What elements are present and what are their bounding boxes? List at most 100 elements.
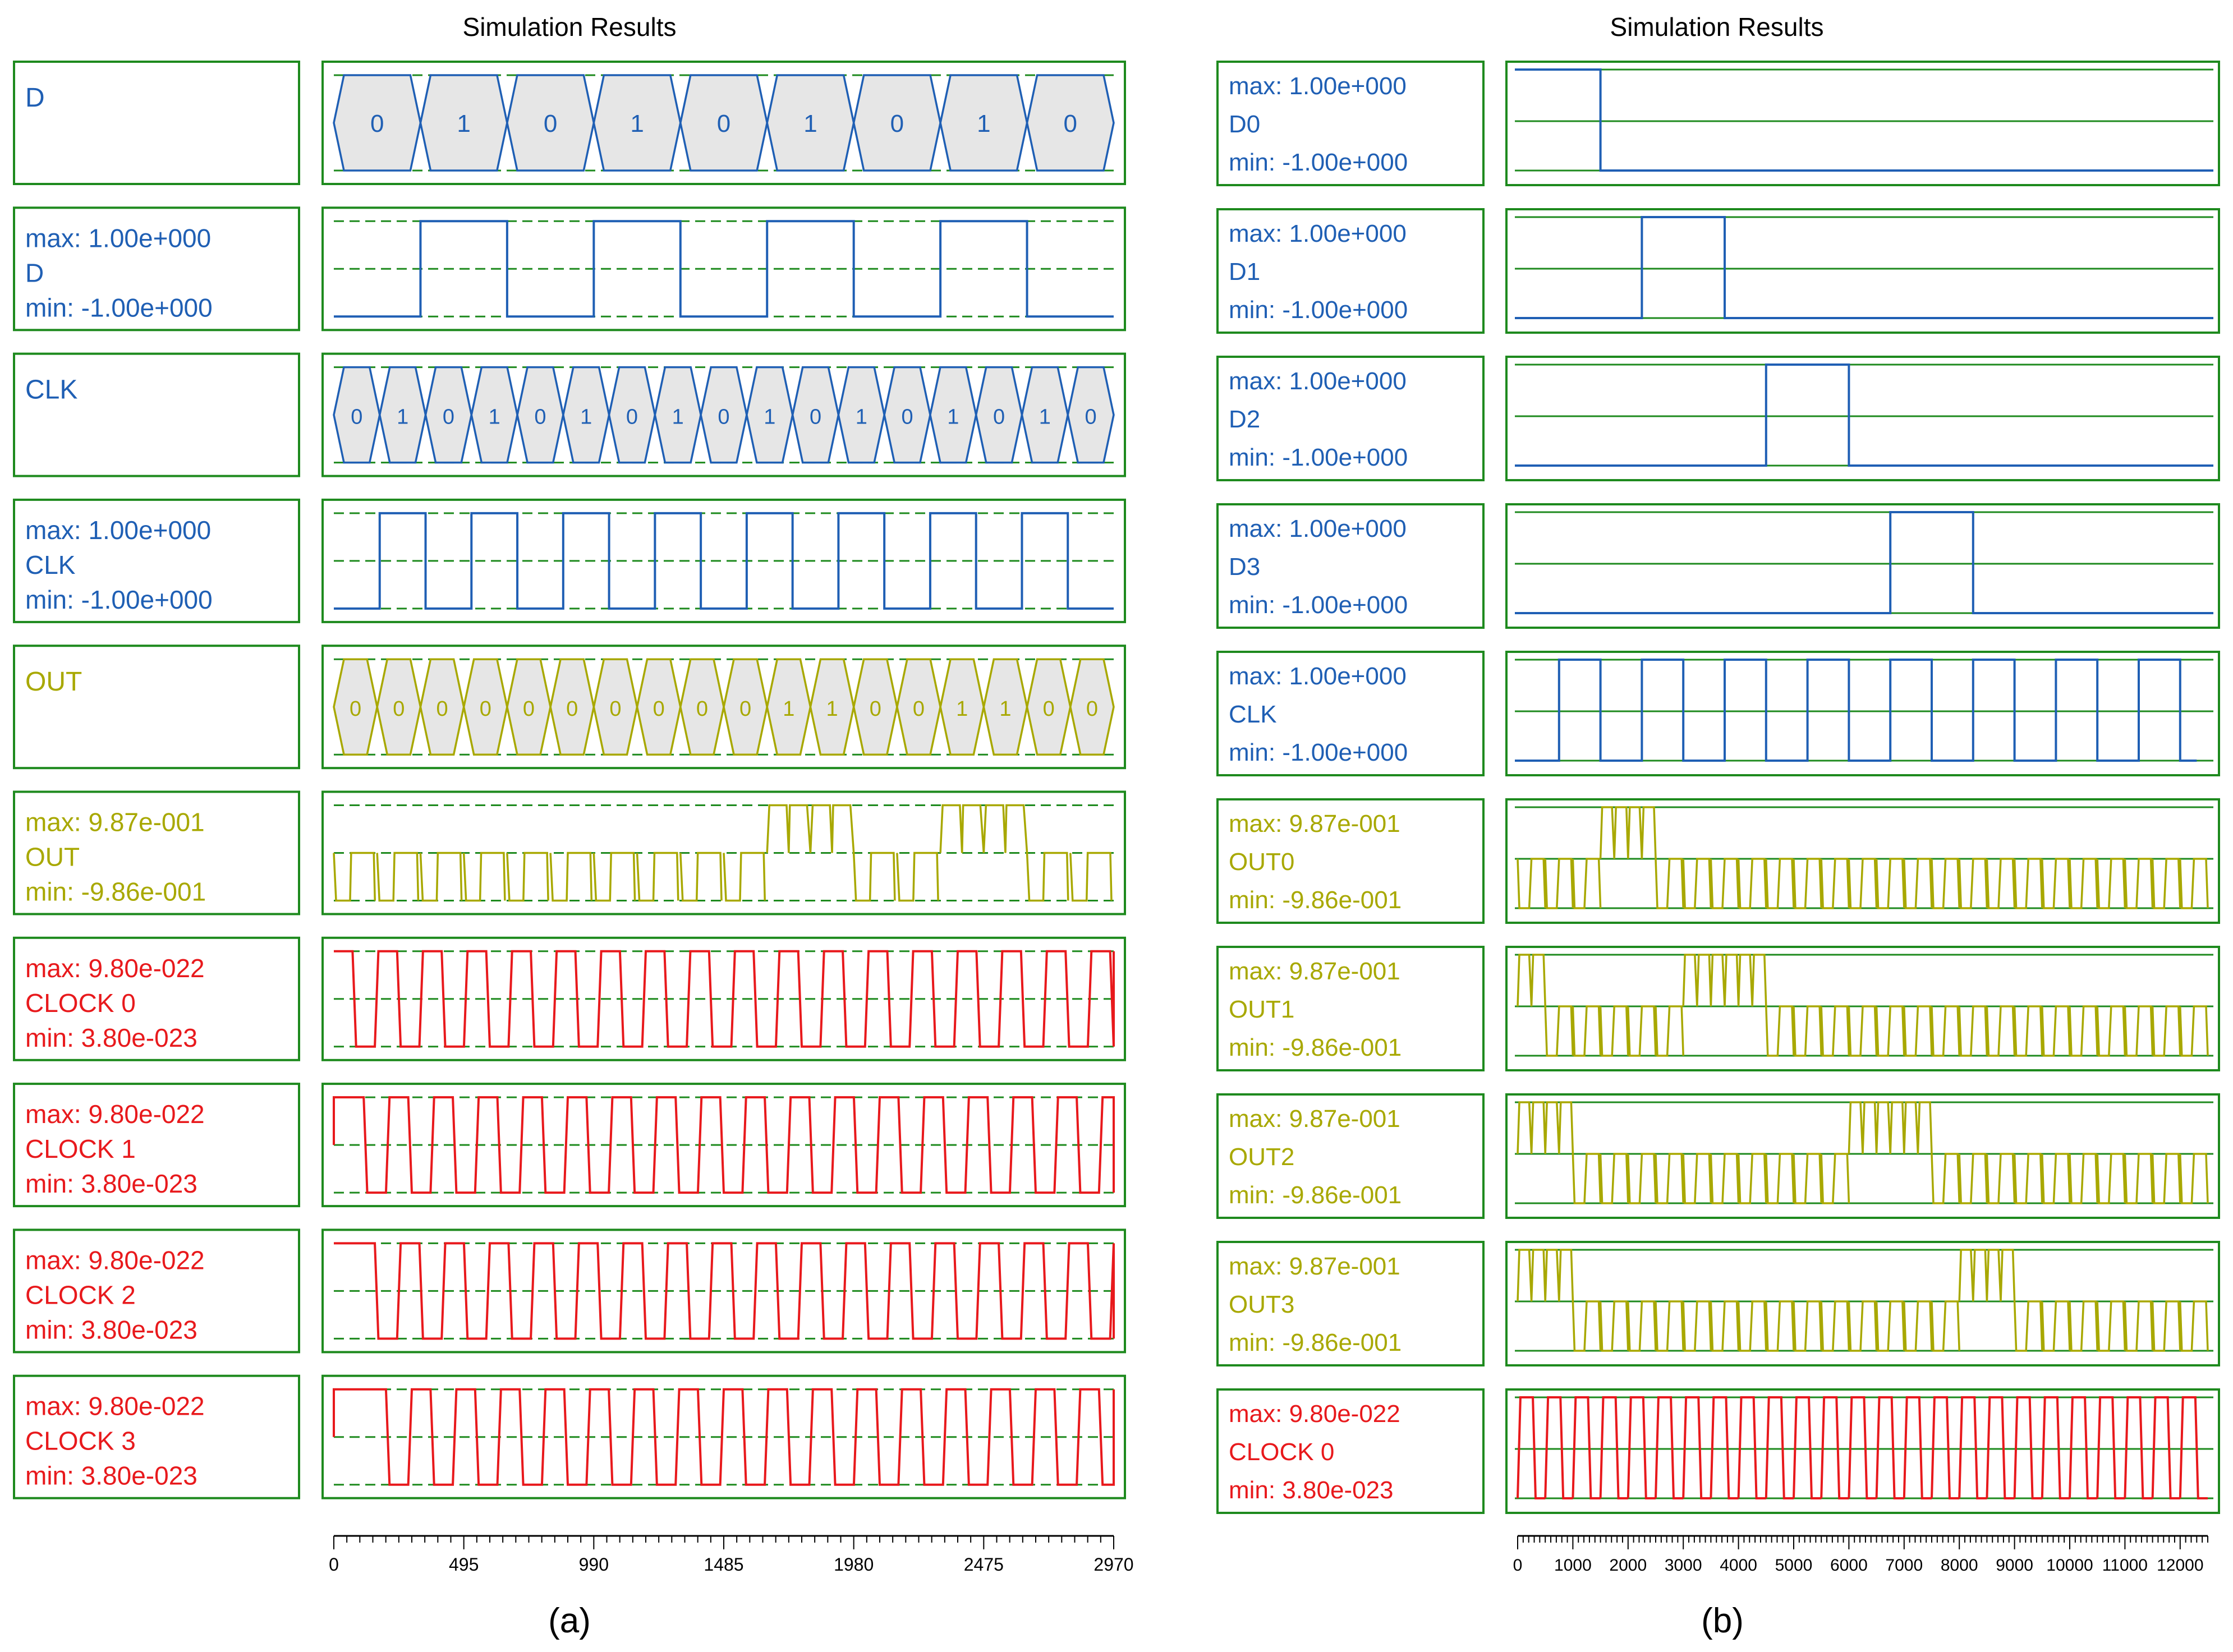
wave-box [321,206,1126,332]
bus-value: 0 [913,697,925,721]
wave-box [1505,651,2220,776]
min-label: min: -1.00e+000 [1229,444,1408,471]
signal-name: OUT1 [1229,996,1294,1023]
max-label: max: 1.00e+000 [1229,662,1407,690]
axis-tick-label: 2000 [1609,1556,1647,1575]
bus-value: 1 [580,406,592,429]
analog-trace [1517,954,2209,1057]
max-label: max: 9.87e-001 [1229,1253,1400,1280]
label-box [13,1374,300,1499]
min-label: min: -1.00e+000 [1229,149,1408,176]
panel-a-row-3: CLK 0 1 0 1 0 1 0 1 0 1 0 1 0 1 0 1 0 [13,352,1126,477]
panel-a-row-9: max: 9.80e-022 CLOCK 2 min: 3.80e-023 [13,1228,1126,1354]
clock-trace [334,1242,1115,1340]
axis-tick-label: 0 [329,1554,339,1575]
wave-box [321,936,1126,1061]
label-box [1216,1241,1485,1366]
signal-name: OUT [25,843,80,872]
bus-value: 0 [523,697,535,721]
panel-a-row-10: max: 9.80e-022 CLOCK 3 min: 3.80e-023 [13,1374,1126,1499]
label-box [1216,798,1485,924]
wave-box [1505,1388,2220,1514]
panel-b-row-5: max: 1.00e+000 CLK min: -1.00e+000 [1216,651,2220,776]
bus-value: 0 [443,406,454,429]
axis-tick-label: 1485 [704,1554,743,1575]
bus-value: 0 [350,697,361,721]
bus-value: 1 [783,697,794,721]
wave-box [1505,1093,2220,1219]
min-label: min: 3.80e-023 [1229,1476,1394,1504]
bus-value: 0 [717,110,730,137]
panel-b-caption: (b) [1701,1602,1744,1640]
panel-b-row-9: max: 9.87e-001 OUT3 min: -9.86e-001 [1216,1241,2220,1366]
min-label: min: -1.00e+000 [1229,739,1408,766]
axis-tick-label: 0 [1513,1556,1523,1575]
signal-name: OUT0 [1229,848,1294,876]
bus-value: 1 [457,110,470,137]
axis-tick-label: 495 [449,1554,479,1575]
bus-value: 0 [696,697,708,721]
axis-tick-label: 1980 [834,1554,874,1575]
label-box [13,206,300,332]
max-label: max: 9.87e-001 [1229,810,1400,837]
bus-value: 0 [1064,110,1077,137]
signal-name: D1 [1229,258,1260,286]
min-label: min: 3.80e-023 [25,1023,197,1052]
axis-tick-label: 11000 [2102,1556,2148,1575]
axis-tick-label: 9000 [1996,1556,2033,1575]
bus-value: 1 [489,406,500,429]
panel-a-row-8: max: 9.80e-022 CLOCK 1 min: 3.80e-023 [13,1083,1126,1208]
label-box [13,352,300,477]
signal-name: CLK [1229,701,1277,728]
wave-box [1505,61,2220,186]
max-label: max: 9.87e-001 [1229,958,1400,985]
max-label: max: 1.00e+000 [25,223,211,252]
axis-tick-label: 990 [579,1554,609,1575]
axis-tick-label: 2970 [1093,1554,1133,1575]
panel-b-time-axis: 0 1000 2000 3000 4000 5000 6000 7000 8000 9000 100… [1513,1535,2208,1575]
min-label: min: -9.86e-001 [1229,1181,1402,1209]
bus-value: 0 [534,406,546,429]
wave-box [1505,208,2220,334]
wave-box [1505,503,2220,629]
signal-name: OUT [25,667,82,697]
wave-box [321,498,1126,623]
max-label: max: 9.80e-022 [25,1392,205,1421]
bus-value: 0 [1086,697,1098,721]
axis-tick-label: 6000 [1830,1556,1868,1575]
digital-trace [334,220,1114,318]
panel-a-title: Simulation Results [463,12,677,42]
panel-b-row-8: max: 9.87e-001 OUT2 min: -9.86e-001 [1216,1093,2220,1219]
panel-b-row-2: max: 1.00e+000 D1 min: -1.00e+000 [1216,208,2220,334]
panel-b-row-10: max: 9.80e-022 CLOCK 0 min: 3.80e-023 [1216,1388,2220,1514]
bus-segment [1067,366,1115,464]
axis-tick-label: 10000 [2046,1556,2093,1575]
bus-value: 0 [993,406,1005,429]
min-label: min: -1.00e+000 [25,293,213,322]
pulse-trace [1515,68,2213,172]
max-label: max: 1.00e+000 [1229,220,1407,247]
bus-value: 0 [626,406,638,429]
bus-value: 0 [370,110,384,137]
panel-a-row-6: max: 9.87e-001 OUT min: -9.86e-001 [13,790,1126,915]
signal-name: CLK [25,550,76,579]
signal-name: CLOCK 1 [25,1134,136,1163]
signal-name: CLOCK 0 [25,988,136,1018]
bus-value: 0 [739,697,751,721]
clock-trace [1515,659,2197,762]
label-box [13,61,300,185]
max-label: max: 9.80e-022 [25,1245,205,1274]
bus-value: 0 [870,697,881,721]
max-label: max: 9.80e-022 [25,1099,205,1129]
panel-a-time-axis: 0 495 990 1485 1980 2475 2970 [329,1535,1134,1575]
pulse-trace [1515,216,2213,319]
analog-trace [1517,806,2209,909]
max-label: max: 1.00e+000 [1229,515,1407,542]
bus-value: 1 [803,110,817,137]
panel-a-caption: (a) [548,1602,591,1640]
label-box [1216,61,1485,186]
